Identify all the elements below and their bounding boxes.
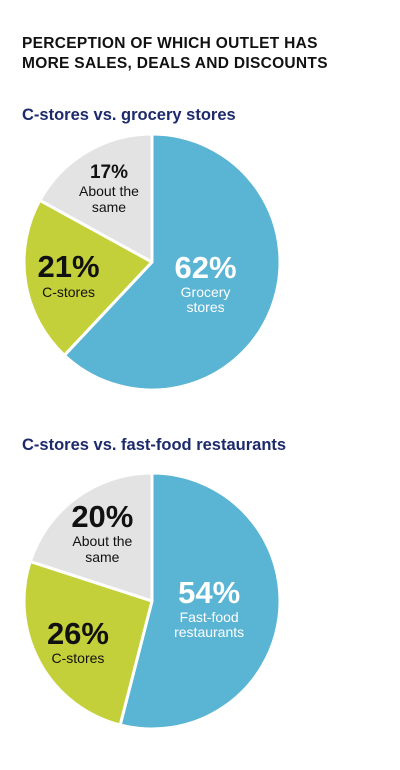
page-title: PERCEPTION OF WHICH OUTLET HAS MORE SALE… (22, 35, 328, 72)
chart-title: C-stores vs. grocery stores (22, 106, 236, 124)
slice-value-label: 17% (89, 162, 128, 184)
pie-slice (118, 471, 282, 731)
slice-category: C-stores (51, 650, 105, 667)
slice-value-label: 21% (37, 249, 100, 285)
pie-slice (22, 198, 154, 357)
slice-label: 26%C-stores (18, 597, 138, 687)
slice-category: Fast-food restaurants (174, 608, 245, 641)
slice-value-label: 62% (174, 249, 237, 285)
chart-title: C-stores vs. fast-food restaurants (22, 436, 286, 454)
slice-label-box: 17% About the same (49, 144, 169, 234)
slice-label: 62%Grocery stores (146, 238, 266, 328)
title-box: PERCEPTION OF WHICH OUTLET HAS MORE SALE… (22, 35, 328, 72)
slice-value-label: 20% (71, 499, 134, 535)
slice-label-box: 26% C-stores (18, 597, 138, 687)
slice-label-box: 20% About the same (42, 488, 162, 578)
pie-slice (62, 132, 282, 392)
slice-label: 17%About the same (49, 144, 169, 234)
slice-value-label: 26% (46, 615, 109, 651)
slice-category: Grocery stores (180, 283, 231, 316)
slice-category: About the same (72, 533, 133, 565)
slice-label: 21%C-stores (9, 230, 129, 320)
slice-label-box: 54% Fast-food restaurants (149, 563, 269, 653)
pie-slice (38, 132, 154, 264)
pie-slice (22, 559, 154, 727)
slice-label-box: 21% C-stores (9, 230, 129, 320)
slice-label: 20%About the same (42, 488, 162, 578)
slice-label: 54%Fast-food restaurants (149, 563, 269, 653)
slice-category: About the same (79, 183, 139, 215)
pie-slice (28, 471, 154, 603)
slice-value-label: 54% (178, 574, 241, 610)
slice-label-box: 62% Grocery stores (146, 238, 266, 328)
slice-category: C-stores (42, 283, 95, 300)
